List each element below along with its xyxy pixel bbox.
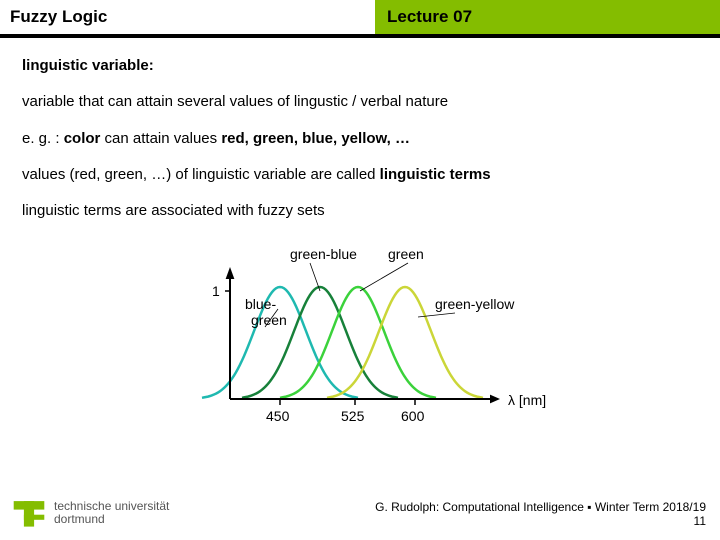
uni-name: technische universität dortmund — [54, 500, 169, 525]
svg-text:600: 600 — [401, 408, 425, 424]
fuzzy-sets-line: linguistic terms are associated with fuz… — [22, 201, 698, 221]
header-bar: Fuzzy Logic Lecture 07 — [0, 0, 720, 34]
example-line: e. g. : color can attain values red, gre… — [22, 129, 698, 149]
svg-text:1: 1 — [212, 283, 220, 299]
content-area: linguistic variable: variable that can a… — [0, 38, 720, 429]
chart-svg: 1450525600λ [nm]green-bluegreenblue-gree… — [160, 239, 560, 429]
definition-line: variable that can attain several values … — [22, 92, 698, 112]
svg-text:green: green — [388, 246, 424, 262]
svg-text:green-blue: green-blue — [290, 246, 357, 262]
svg-text:525: 525 — [341, 408, 365, 424]
fuzzy-chart: 1450525600λ [nm]green-bluegreenblue-gree… — [160, 239, 560, 429]
svg-text:λ [nm]: λ [nm] — [508, 392, 546, 408]
svg-text:450: 450 — [266, 408, 290, 424]
footer-logo: technische universität dortmund — [12, 496, 169, 530]
terms-line: values (red, green, …) of linguistic var… — [22, 165, 698, 185]
svg-text:green: green — [251, 312, 287, 328]
header-left-title: Fuzzy Logic — [0, 0, 375, 34]
footer-credit: G. Rudolph: Computational Intelligence ▪… — [375, 500, 706, 528]
svg-text:green-yellow: green-yellow — [435, 296, 515, 312]
tu-logo-icon — [12, 496, 46, 530]
heading: linguistic variable: — [22, 56, 698, 76]
svg-text:blue-: blue- — [245, 296, 276, 312]
header-right-title: Lecture 07 — [375, 0, 720, 34]
